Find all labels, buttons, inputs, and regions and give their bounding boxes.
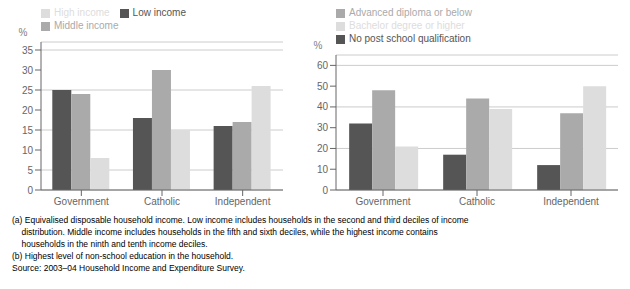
html-text:distribution. Middle income in: distribution. Middle income includes hou… — [12, 227, 438, 237]
html-text:Low income: Low income — [132, 7, 186, 18]
svg-text:Catholic: Catholic — [459, 196, 495, 207]
svg-text:30: 30 — [22, 65, 34, 76]
html-text:No post school qualification: No post school qualification — [349, 33, 471, 44]
html-text:Source: 2003–04 Household Inco: Source: 2003–04 Household Income and Exp… — [12, 263, 245, 273]
svg-text:Catholic: Catholic — [144, 196, 180, 207]
svg-text:Government: Government — [54, 196, 109, 207]
html-text:Middle income: Middle income — [54, 20, 119, 31]
svg-text:35: 35 — [22, 45, 34, 56]
svg-text:60: 60 — [317, 60, 329, 71]
svg-text:Independent: Independent — [215, 196, 271, 207]
svg-text:40: 40 — [317, 101, 329, 112]
svg-text:25: 25 — [22, 85, 34, 96]
svg-text:15: 15 — [22, 125, 34, 136]
html-text:Bachelor degree or higher: Bachelor degree or higher — [349, 20, 465, 31]
svg-text:Independent: Independent — [543, 196, 599, 207]
svg-text:10: 10 — [317, 164, 329, 175]
html-text:households in the ninth and te: households in the ninth and tenth income… — [12, 239, 208, 249]
svg-text:Government: Government — [355, 196, 410, 207]
svg-text:20: 20 — [317, 143, 329, 154]
svg-text:%: % — [19, 27, 28, 38]
html-text:Advanced diploma or below: Advanced diploma or below — [349, 7, 472, 18]
html-text:High income: High income — [54, 7, 110, 18]
svg-text:0: 0 — [322, 185, 328, 196]
svg-text:20: 20 — [22, 105, 34, 116]
svg-text:30: 30 — [317, 122, 329, 133]
html-text:(b) Highest level of non-schoo: (b) Highest level of non-school educatio… — [12, 251, 234, 261]
svg-text:50: 50 — [317, 81, 329, 92]
html-text:(a) Equivalised disposable hou: (a) Equivalised disposable household inc… — [12, 215, 469, 225]
svg-text:0: 0 — [27, 185, 33, 196]
svg-text:10: 10 — [22, 145, 34, 156]
svg-text:5: 5 — [27, 165, 33, 176]
svg-text:%: % — [314, 40, 323, 51]
